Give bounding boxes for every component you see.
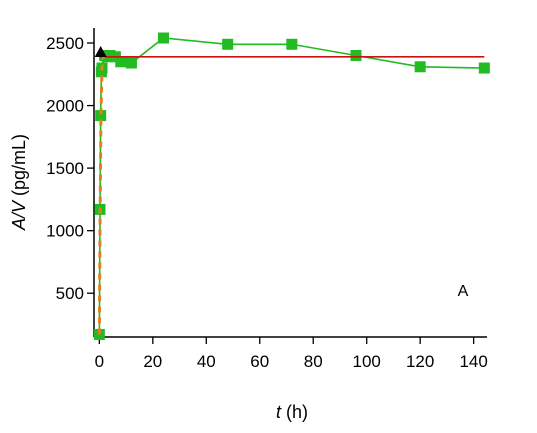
x-tick-label: 120 [406,352,434,371]
data-point [286,38,298,50]
x-tick-label: 100 [353,352,381,371]
data-point [125,57,137,69]
x-tick-label: 0 [95,352,104,371]
data-point [350,50,362,62]
y-tick-label: 1000 [46,222,84,241]
y-tick-label: 500 [56,284,84,303]
x-axis-label-unit: (h) [281,402,308,422]
y-axis-label: A/V (pg/mL) [9,134,29,231]
series-layer [93,32,490,340]
y-axis-label-variable: A/V [9,199,29,231]
data-point [414,61,426,73]
data-point [95,110,107,122]
x-tick-label: 40 [197,352,216,371]
series-line [98,37,485,335]
data-point [115,56,127,68]
x-tick-label: 80 [304,352,323,371]
data-point [158,32,170,44]
y-axis-label-unit: (pg/mL) [9,134,29,201]
data-point [94,46,107,58]
data-point [222,38,234,50]
x-tick-label: 60 [250,352,269,371]
y-tick-label: 2500 [46,34,84,53]
data-point [478,62,490,74]
y-tick-label: 1500 [46,159,84,178]
x-tick-label: 140 [459,352,487,371]
series-0 [93,32,490,340]
series-3 [94,46,107,58]
y-tick-label: 2000 [46,97,84,116]
panel-label: A [458,283,469,300]
x-axis-label-variable: t [276,402,282,422]
x-axis-label: t (h) [276,402,308,422]
axes: 0 20 40 60 80 100 120 140 500 1000 1500 2000 2500 [46,28,488,371]
x-tick-label: 20 [143,352,162,371]
